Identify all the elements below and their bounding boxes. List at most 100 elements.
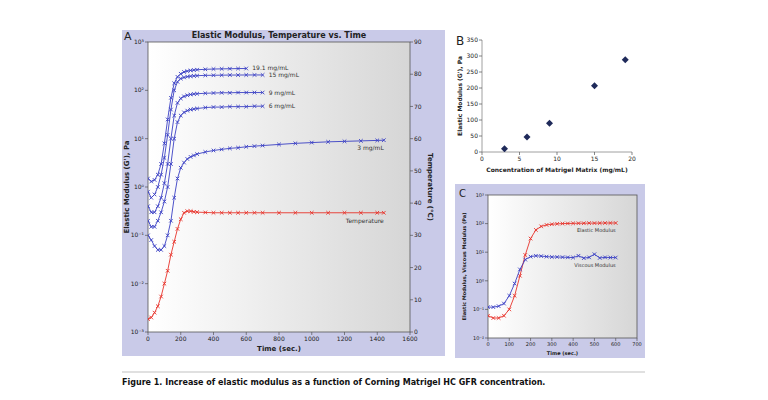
plot-frame (488, 195, 637, 338)
data-point (189, 209, 193, 213)
data-group (148, 67, 386, 321)
panel: 05101520050100150200250300350BConcentrat… (452, 30, 642, 178)
data-point (148, 190, 150, 194)
y2-tick (410, 170, 413, 171)
y-tick (145, 138, 148, 139)
x-tick-label: 600 (241, 335, 253, 342)
data-point (236, 146, 240, 150)
data-point (603, 221, 607, 225)
data-point (182, 76, 186, 80)
data-point (220, 91, 224, 95)
data-point (529, 237, 533, 241)
data-point (148, 204, 150, 208)
y-tick-label: 10⁰ (476, 278, 484, 284)
x-tick-label: 600 (611, 341, 621, 347)
data-point (179, 217, 183, 221)
data-point (195, 152, 199, 156)
data-point (545, 223, 549, 227)
data-point (189, 93, 193, 97)
data-point (236, 211, 240, 215)
data-point (507, 308, 511, 312)
plot-area (148, 42, 410, 332)
data-point (153, 225, 157, 229)
data-point (622, 56, 629, 63)
series-label: 9 mg/mL (269, 89, 296, 97)
data-point (169, 137, 173, 141)
data-point (502, 302, 506, 306)
data-point (204, 91, 208, 95)
y2-tick (410, 267, 413, 268)
data-point (149, 196, 153, 200)
x-tick-label: 0 (146, 335, 150, 342)
figure: 0200400600800100012001400160010⁻³10⁻²10⁻… (0, 0, 768, 400)
data-point (220, 67, 224, 71)
data-point (179, 166, 183, 170)
y2-tick-label: 40 (414, 199, 422, 206)
data-point (261, 211, 265, 215)
x-tick-label: 15 (591, 155, 599, 162)
y2-tick-label: 90 (414, 38, 422, 45)
data-point (587, 221, 591, 225)
data-point (159, 173, 163, 177)
series-line (148, 140, 384, 250)
data-point (153, 210, 157, 214)
data-point (163, 156, 167, 160)
y-tick-label: 10² (134, 86, 145, 93)
data-point (166, 133, 170, 137)
data-point (156, 304, 160, 308)
x-tick-label: 400 (568, 341, 578, 347)
data-point (382, 138, 386, 142)
data-point (253, 104, 257, 108)
y2-tick-label: 0 (414, 328, 418, 335)
panel: 0200400600800100012001400160010⁻³10⁻²10⁻… (122, 30, 445, 356)
data-point (326, 140, 330, 144)
data-point (577, 221, 581, 225)
data-point (561, 255, 565, 259)
x-tick-label: 1600 (402, 335, 417, 342)
data-point (166, 118, 170, 122)
y2-tick-label: 70 (414, 103, 422, 110)
data-point (176, 177, 180, 181)
plot-frame (148, 42, 410, 332)
y-tick (479, 56, 482, 57)
data-point (539, 225, 543, 229)
data-point (609, 221, 613, 225)
data-point (523, 253, 527, 257)
data-point (492, 316, 496, 320)
y-tick-label: 100 (467, 116, 479, 123)
data-point (169, 162, 173, 166)
data-point (204, 211, 208, 215)
data-point (571, 222, 575, 226)
data-point (236, 91, 240, 95)
y-tick-label: 50 (470, 132, 478, 139)
series-label: Temperature (345, 217, 384, 225)
y2-tick-label: 50 (414, 167, 422, 174)
data-point (326, 211, 330, 215)
data-point (294, 211, 298, 215)
y-tick (145, 187, 148, 188)
y-tick-label: 200 (467, 84, 479, 91)
data-point (277, 211, 281, 215)
data-point (212, 67, 216, 71)
data-point (253, 73, 257, 77)
y2-tick (410, 106, 413, 107)
data-point (204, 150, 208, 154)
panel-letter: A (124, 30, 132, 43)
data-point (228, 211, 232, 215)
data-point (598, 221, 602, 225)
data-point (497, 316, 501, 320)
data-point (159, 196, 163, 200)
data-point (176, 120, 180, 124)
data-point (577, 254, 581, 258)
series-line (148, 106, 263, 227)
x-axis-label: Concentration of Matrigel Matrix (mg/mL) (486, 166, 628, 174)
data-point (169, 219, 173, 223)
data-point (310, 141, 314, 145)
data-point (189, 108, 193, 112)
data-point (220, 105, 224, 109)
data-point (582, 256, 586, 260)
data-point (375, 211, 379, 215)
data-point (153, 311, 157, 315)
data-point (382, 211, 386, 215)
data-point (195, 107, 199, 111)
